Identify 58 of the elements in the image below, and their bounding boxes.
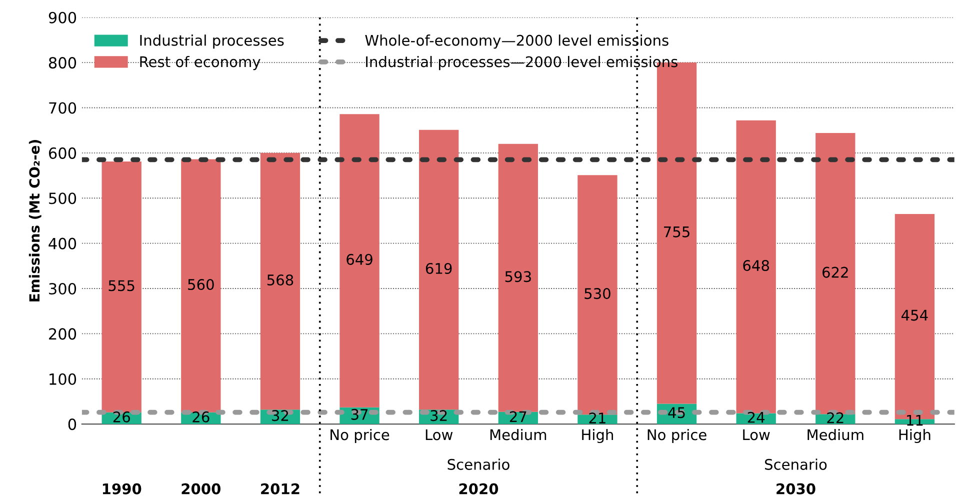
legend-label: Rest of economy <box>140 56 260 70</box>
data-label: 619 <box>426 262 452 274</box>
legend-label: Industrial processes—2000 level emissions <box>366 56 678 70</box>
text: 2012 <box>261 483 300 494</box>
legend-label: Industrial processes <box>140 34 284 49</box>
y-tick-label: 700 <box>49 102 76 114</box>
data-label: 26 <box>192 411 210 422</box>
data-label: 37 <box>351 408 368 420</box>
y-tick-label: 800 <box>48 57 76 69</box>
data-label: 530 <box>584 288 610 300</box>
bar <box>419 130 459 410</box>
y-tick-label: 600 <box>48 147 76 159</box>
y-tick-label: 100 <box>50 373 76 385</box>
y-tick-label: 400 <box>48 238 76 250</box>
data-label: 26 <box>113 411 130 422</box>
bar <box>736 120 776 414</box>
x-tick-label: Low <box>743 429 770 440</box>
text: 1990 <box>102 483 142 494</box>
data-label: 648 <box>743 260 769 272</box>
x-tick-label: No price <box>648 428 706 444</box>
text: 2000 <box>182 483 221 494</box>
bar <box>498 144 538 412</box>
y-tick-label: 300 <box>49 282 76 295</box>
data-label: 22 <box>827 412 844 424</box>
text: Scenario <box>765 458 827 470</box>
y-axis-title: Emissions (Mt CO₂-e) <box>28 140 42 302</box>
text: Scenario <box>448 458 510 470</box>
data-label: 454 <box>902 310 928 321</box>
data-label: 568 <box>267 274 294 286</box>
data-label: 24 <box>748 412 765 423</box>
bar <box>181 159 221 412</box>
y-tick-label: 0 <box>68 418 76 430</box>
data-label: 593 <box>505 271 531 282</box>
bar <box>260 152 300 410</box>
data-label: 32 <box>272 410 288 422</box>
data-label: 649 <box>346 254 372 265</box>
bar <box>340 114 380 408</box>
data-label: 560 <box>188 278 214 290</box>
text: 2030 <box>776 483 816 494</box>
x-tick-label: High <box>899 428 930 444</box>
data-label: 45 <box>668 407 685 418</box>
y-tick-label: 500 <box>49 192 76 204</box>
y-tick-label: 200 <box>49 328 76 340</box>
bar <box>102 162 142 412</box>
x-tick-label: High <box>582 428 613 444</box>
x-tick-label: Low <box>426 429 453 440</box>
legend-label: Whole-of-economy—2000 level emissions <box>365 34 668 49</box>
data-label: 622 <box>822 266 848 278</box>
data-label: 755 <box>664 226 690 238</box>
data-label: 27 <box>510 411 526 422</box>
x-tick-label: Medium <box>808 428 864 440</box>
x-tick-label: No price <box>330 428 390 444</box>
text: 2020 <box>459 483 498 494</box>
y-tick-label: 900 <box>48 12 76 24</box>
data-label: 21 <box>589 412 606 424</box>
data-label: 32 <box>430 410 447 422</box>
x-tick-label: Medium <box>490 428 546 440</box>
data-label: 555 <box>108 280 134 292</box>
